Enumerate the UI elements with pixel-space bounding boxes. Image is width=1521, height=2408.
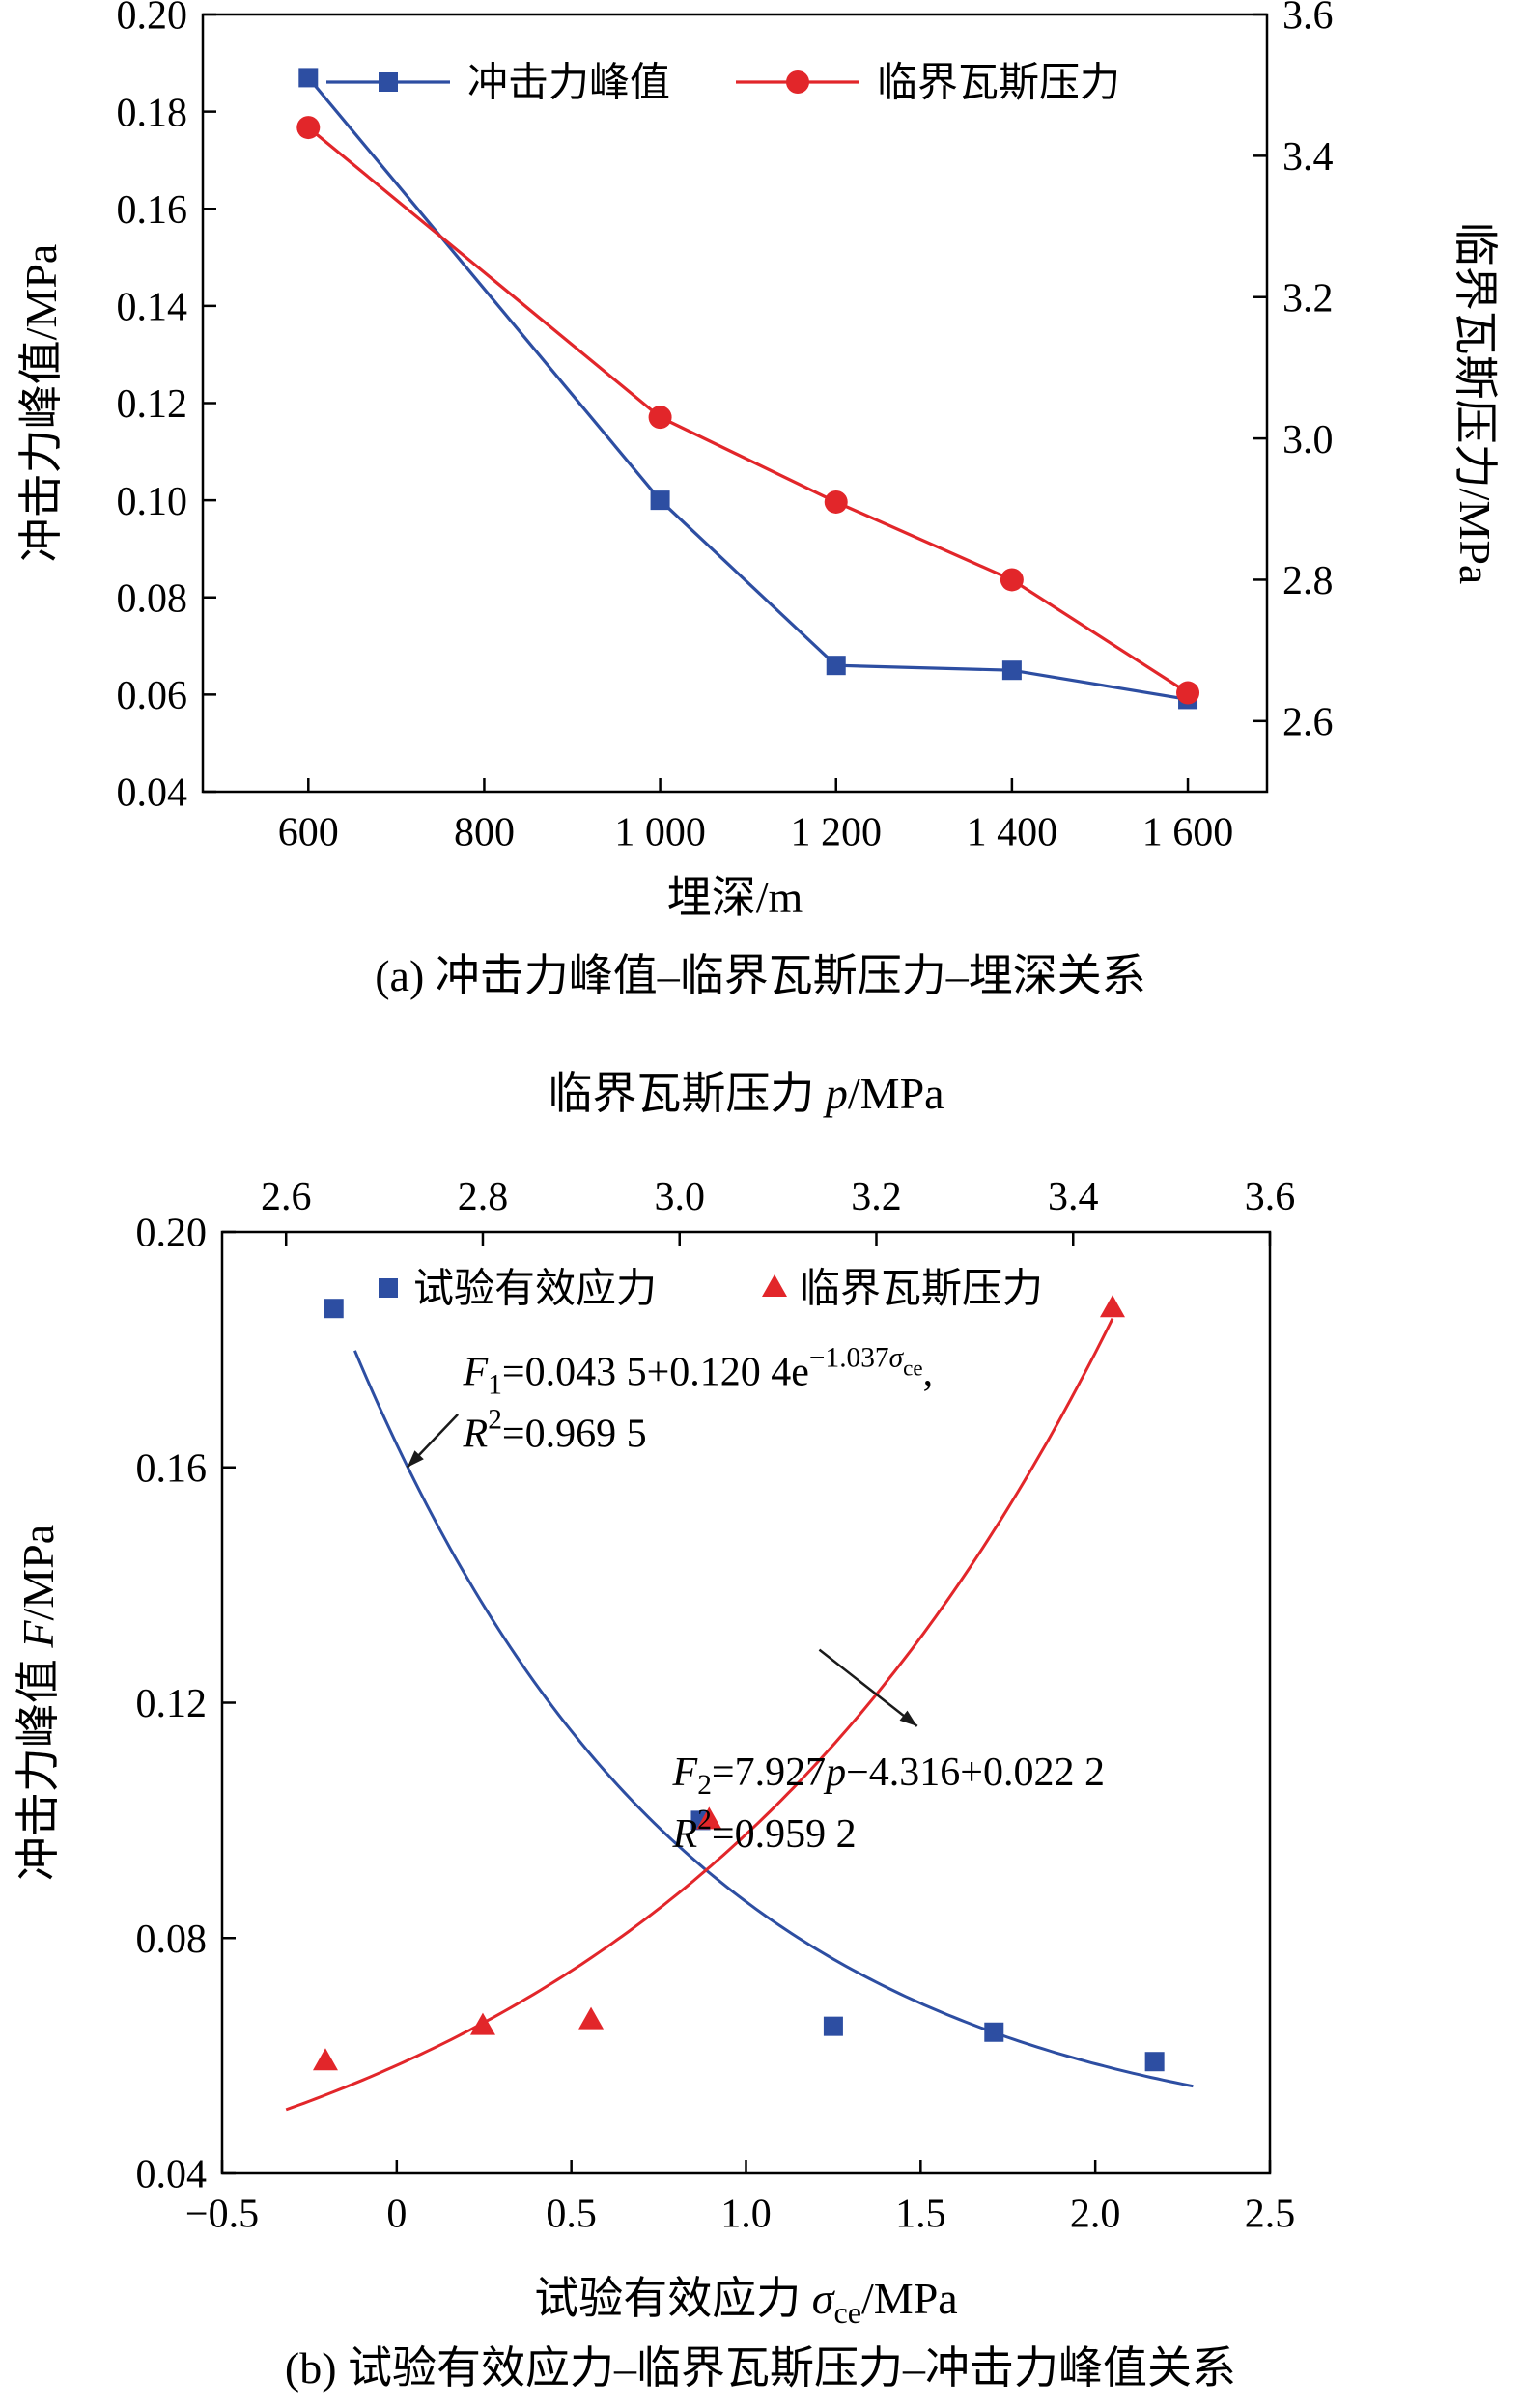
svg-text:3.0: 3.0: [654, 1175, 705, 1219]
svg-text:600: 600: [278, 810, 339, 854]
svg-text:0.16: 0.16: [117, 188, 188, 233]
svg-text:0.14: 0.14: [117, 286, 188, 330]
svg-text:冲击力峰值: 冲击力峰值: [467, 62, 670, 106]
svg-text:0.20: 0.20: [136, 1212, 208, 1256]
svg-text:−0.5: −0.5: [185, 2193, 259, 2237]
svg-text:1 200: 1 200: [790, 810, 882, 854]
svg-text:2.8: 2.8: [1282, 559, 1334, 603]
svg-text:1 600: 1 600: [1142, 810, 1234, 854]
chart-a-plot: 600 800 1 000 1 200 1 400 1 600 0.04 0.06 0.08 0.…: [16, 0, 1500, 922]
svg-text:3.6: 3.6: [1245, 1175, 1296, 1219]
chart-a: 600 800 1 000 1 200 1 400 1 600 0.04 0.06 0.08 0.…: [0, 0, 1521, 1002]
svg-text:2.5: 2.5: [1245, 2193, 1296, 2237]
svg-text:冲击力峰值/MPa: 冲击力峰值/MPa: [16, 244, 66, 563]
svg-text:3.2: 3.2: [851, 1175, 902, 1219]
svg-text:3.0: 3.0: [1282, 418, 1334, 462]
svg-text:埋深/m: 埋深/m: [667, 873, 803, 922]
svg-text:3.4: 3.4: [1282, 135, 1334, 180]
svg-text:3.2: 3.2: [1282, 276, 1334, 321]
svg-text:临界瓦斯压力: 临界瓦斯压力: [800, 1267, 1043, 1312]
svg-text:0.10: 0.10: [117, 480, 188, 524]
chart-b: −0.5 0 0.5 1.0 1.5 2.0 2.5 2.6 2.8 3.0 3.2 3.4 3.6 0.…: [0, 1058, 1521, 2394]
svg-text:F2=7.927p−4.316+0.022 2: F2=7.927p−4.316+0.022 2: [672, 1750, 1105, 1801]
svg-text:1 000: 1 000: [614, 810, 706, 854]
chart-a-caption: (a) 冲击力峰值–临界瓦斯压力–埋深关系: [375, 951, 1146, 1000]
svg-text:3.4: 3.4: [1048, 1175, 1099, 1219]
svg-text:R2=0.959 2: R2=0.959 2: [672, 1805, 857, 1857]
svg-text:F1=0.043 5+0.120 4e−1.037σce,: F1=0.043 5+0.120 4e−1.037σce,: [463, 1343, 934, 1401]
chart-b-plot: −0.5 0 0.5 1.0 1.5 2.0 2.5 2.6 2.8 3.0 3.2 3.4 3.6 0.…: [14, 1069, 1296, 2330]
svg-text:0.08: 0.08: [136, 1918, 208, 1962]
svg-text:0.04: 0.04: [117, 771, 188, 816]
svg-text:R2=0.969 5: R2=0.969 5: [463, 1405, 647, 1457]
svg-text:1.0: 1.0: [720, 2193, 772, 2237]
svg-text:试验有效应力 σce/MPa: 试验有效应力 σce/MPa: [534, 2274, 957, 2330]
svg-text:0.20: 0.20: [117, 0, 188, 39]
svg-text:2.8: 2.8: [458, 1175, 509, 1219]
svg-text:0.04: 0.04: [136, 2153, 208, 2198]
svg-text:试验有效应力: 试验有效应力: [413, 1267, 657, 1312]
svg-text:0.16: 0.16: [136, 1447, 208, 1492]
chart-b-caption: (b) 试验有效应力–临界瓦斯压力–冲击力峰值关系: [284, 2343, 1237, 2394]
svg-text:0.12: 0.12: [136, 1682, 208, 1726]
svg-text:0: 0: [386, 2193, 407, 2237]
svg-text:临界瓦斯压力: 临界瓦斯压力: [877, 61, 1120, 106]
svg-text:临界瓦斯压力 p/MPa: 临界瓦斯压力 p/MPa: [548, 1069, 944, 1118]
svg-text:3.6: 3.6: [1282, 0, 1334, 39]
svg-text:0.18: 0.18: [117, 91, 188, 135]
svg-text:0.08: 0.08: [117, 576, 188, 621]
svg-text:2.6: 2.6: [1282, 701, 1334, 745]
svg-text:2.0: 2.0: [1070, 2193, 1121, 2237]
svg-text:1.5: 1.5: [895, 2193, 946, 2237]
svg-text:800: 800: [454, 810, 515, 854]
svg-text:0.5: 0.5: [546, 2193, 597, 2237]
svg-text:0.12: 0.12: [117, 382, 188, 427]
svg-text:临界瓦斯压力/MPa: 临界瓦斯压力/MPa: [1451, 222, 1500, 585]
svg-text:2.6: 2.6: [261, 1175, 312, 1219]
svg-text:1 400: 1 400: [967, 810, 1058, 854]
svg-text:冲击力峰值 F/MPa: 冲击力峰值 F/MPa: [14, 1525, 63, 1881]
svg-text:0.06: 0.06: [117, 674, 188, 718]
